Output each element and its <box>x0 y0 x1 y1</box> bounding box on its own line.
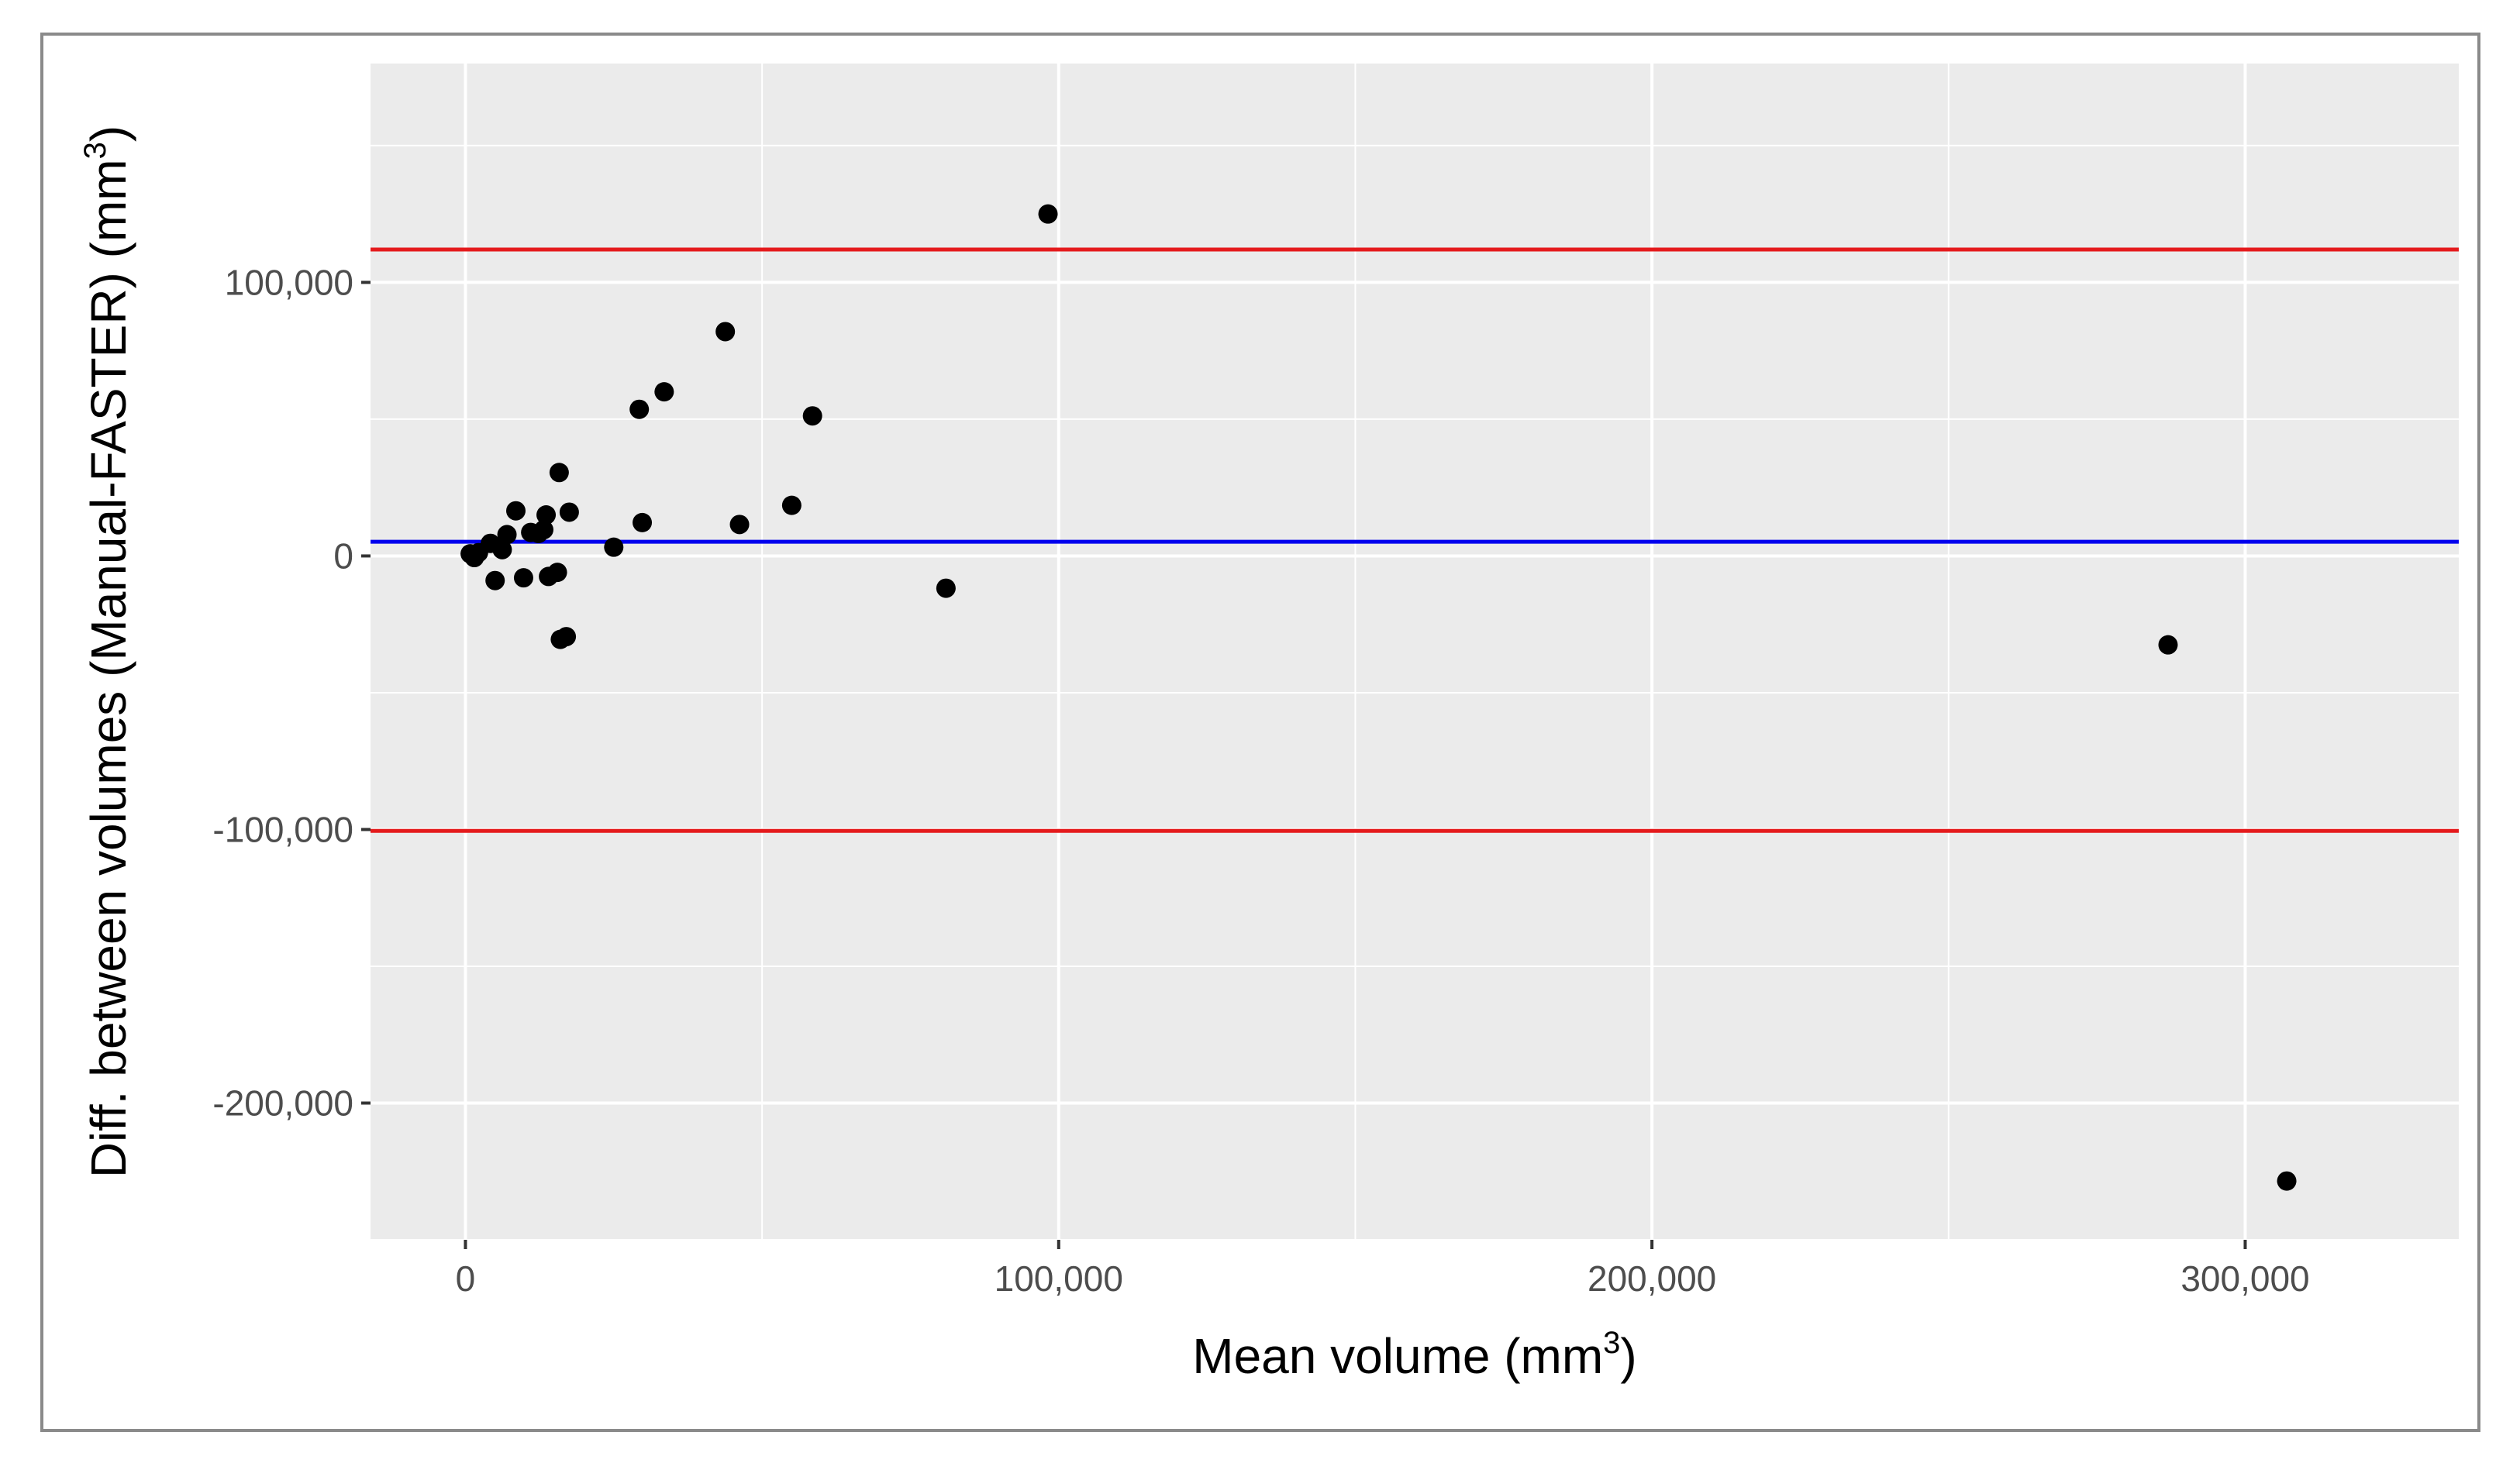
data-point <box>1038 204 1058 224</box>
x-tick-label: 100,000 <box>995 1258 1123 1299</box>
data-point <box>485 570 505 590</box>
data-point <box>729 515 750 535</box>
data-point <box>715 322 736 342</box>
data-points <box>460 204 2297 1191</box>
data-point <box>936 578 956 598</box>
y-tick-label: 100,000 <box>225 262 353 302</box>
x-tick-label: 0 <box>456 1258 476 1299</box>
y-tick-label: -100,000 <box>212 809 353 849</box>
data-point <box>802 406 822 426</box>
data-point <box>533 520 553 540</box>
data-point <box>654 382 674 402</box>
data-point <box>547 563 567 583</box>
axis-ticks <box>361 281 2247 1249</box>
data-point <box>536 504 557 525</box>
data-point <box>492 539 512 559</box>
data-point <box>506 501 526 521</box>
x-tick-label: 300,000 <box>2180 1258 2309 1299</box>
data-point <box>559 502 579 522</box>
data-point <box>781 495 802 515</box>
data-point <box>497 525 517 545</box>
x-tick-label: 200,000 <box>1587 1258 1716 1299</box>
data-point <box>549 463 569 483</box>
x-axis-title: Mean volume (mm3) <box>1192 1326 1636 1384</box>
data-point <box>604 537 624 557</box>
plot-panel <box>371 64 2459 1240</box>
minor-gridlines <box>371 64 2459 1241</box>
tick-labels: 0 100,000 200,000 300,000 -200,000 -100,000 0 1… <box>212 262 2309 1299</box>
reference-lines <box>371 247 2459 833</box>
data-point <box>557 627 577 647</box>
data-point <box>2277 1171 2297 1191</box>
y-tick-label: 0 <box>333 535 353 576</box>
data-point <box>2158 635 2178 655</box>
data-point <box>513 568 533 588</box>
y-tick-label: -200,000 <box>212 1083 353 1123</box>
data-point <box>629 399 650 419</box>
y-axis-title: Diff. between volumes (Manual-FASTER) (m… <box>78 126 136 1178</box>
data-point <box>633 512 653 532</box>
